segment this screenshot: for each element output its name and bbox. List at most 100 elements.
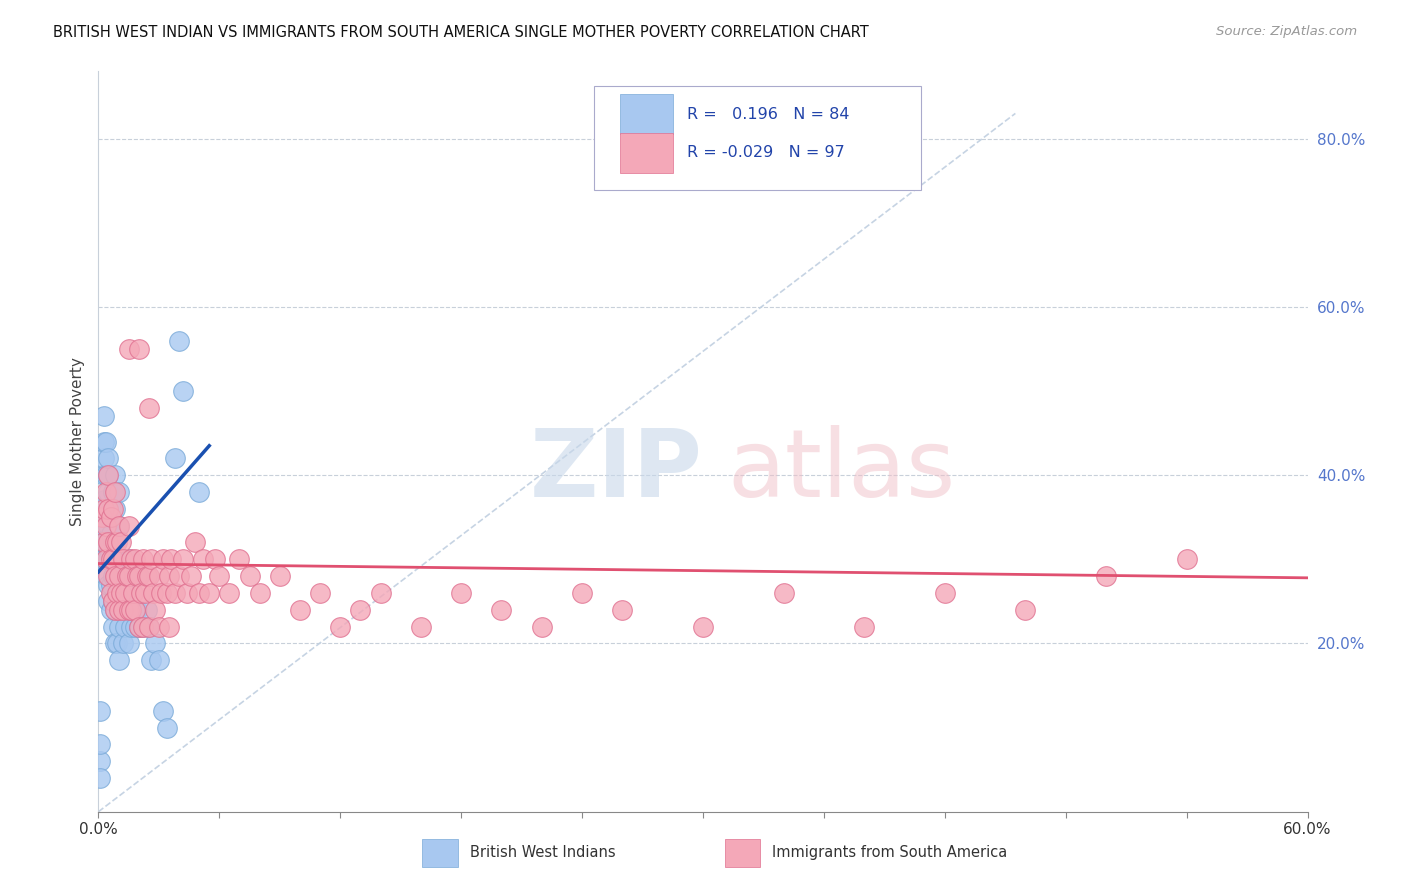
Point [118, 569, 141, 583]
Point [120, 552, 142, 566]
Point [103, 535, 125, 549]
Point [89, 771, 111, 785]
Point [129, 586, 152, 600]
Point [101, 594, 124, 608]
Point [571, 586, 593, 600]
Y-axis label: Single Mother Poverty: Single Mother Poverty [69, 357, 84, 526]
Text: Source: ZipAtlas.com: Source: ZipAtlas.com [1216, 25, 1357, 38]
Point [107, 653, 129, 667]
Point [105, 586, 128, 600]
Point [120, 619, 142, 633]
Point [105, 552, 128, 566]
Point [148, 569, 170, 583]
Point [163, 586, 186, 600]
Text: British West Indians: British West Indians [470, 846, 616, 861]
Text: atlas: atlas [727, 425, 956, 517]
Point [184, 535, 207, 549]
Point [110, 586, 132, 600]
Point [100, 552, 122, 566]
Point [107, 603, 129, 617]
Text: ZIP: ZIP [530, 425, 703, 517]
Point [143, 636, 166, 650]
Point [103, 501, 125, 516]
Point [128, 342, 150, 356]
Point [349, 603, 371, 617]
Point [118, 342, 141, 356]
Point [138, 569, 160, 583]
Point [115, 569, 138, 583]
Point [93, 493, 115, 508]
FancyBboxPatch shape [620, 95, 672, 135]
Point [107, 586, 129, 600]
Point [107, 485, 129, 500]
Point [97, 485, 120, 500]
Point [139, 552, 162, 566]
Point [111, 594, 134, 608]
Point [89, 754, 111, 768]
Point [1095, 569, 1118, 583]
Point [149, 586, 172, 600]
Point [135, 569, 157, 583]
Point [97, 468, 120, 483]
Point [97, 577, 120, 591]
Point [96, 510, 118, 524]
Point [101, 569, 124, 583]
Point [124, 603, 146, 617]
Point [96, 434, 118, 449]
Point [101, 594, 124, 608]
Point [125, 603, 148, 617]
Point [97, 594, 120, 608]
Point [93, 468, 115, 483]
Point [103, 535, 125, 549]
Point [249, 586, 271, 600]
Point [97, 501, 120, 516]
Point [124, 569, 146, 583]
Point [93, 409, 115, 424]
Point [139, 653, 162, 667]
Point [239, 569, 262, 583]
Point [93, 451, 115, 466]
Point [100, 586, 122, 600]
Point [100, 603, 122, 617]
Point [172, 552, 194, 566]
Point [121, 586, 143, 600]
Point [111, 636, 134, 650]
Point [105, 535, 128, 549]
Point [96, 552, 118, 566]
Point [193, 552, 215, 566]
Point [96, 468, 118, 483]
Point [134, 586, 156, 600]
Text: R = -0.029   N = 97: R = -0.029 N = 97 [688, 145, 845, 161]
Point [91, 510, 114, 524]
Point [93, 434, 115, 449]
Point [91, 535, 114, 549]
Point [93, 501, 115, 516]
Point [100, 577, 122, 591]
Point [612, 603, 634, 617]
Point [118, 518, 141, 533]
Point [93, 535, 115, 549]
Point [100, 510, 122, 524]
Text: BRITISH WEST INDIAN VS IMMIGRANTS FROM SOUTH AMERICA SINGLE MOTHER POVERTY CORRE: BRITISH WEST INDIAN VS IMMIGRANTS FROM S… [53, 25, 869, 40]
Point [329, 619, 352, 633]
Point [110, 535, 132, 549]
Point [93, 552, 115, 566]
FancyBboxPatch shape [595, 87, 921, 190]
Point [107, 552, 129, 566]
Point [132, 552, 155, 566]
Point [120, 569, 142, 583]
Point [204, 552, 226, 566]
Point [120, 603, 142, 617]
Point [105, 594, 128, 608]
Point [934, 586, 956, 600]
Point [152, 704, 174, 718]
Point [97, 518, 120, 533]
Point [409, 619, 432, 633]
Point [103, 485, 125, 500]
FancyBboxPatch shape [724, 839, 759, 866]
Point [156, 721, 179, 735]
Point [91, 518, 114, 533]
Point [96, 535, 118, 549]
Point [135, 603, 157, 617]
FancyBboxPatch shape [620, 133, 672, 173]
